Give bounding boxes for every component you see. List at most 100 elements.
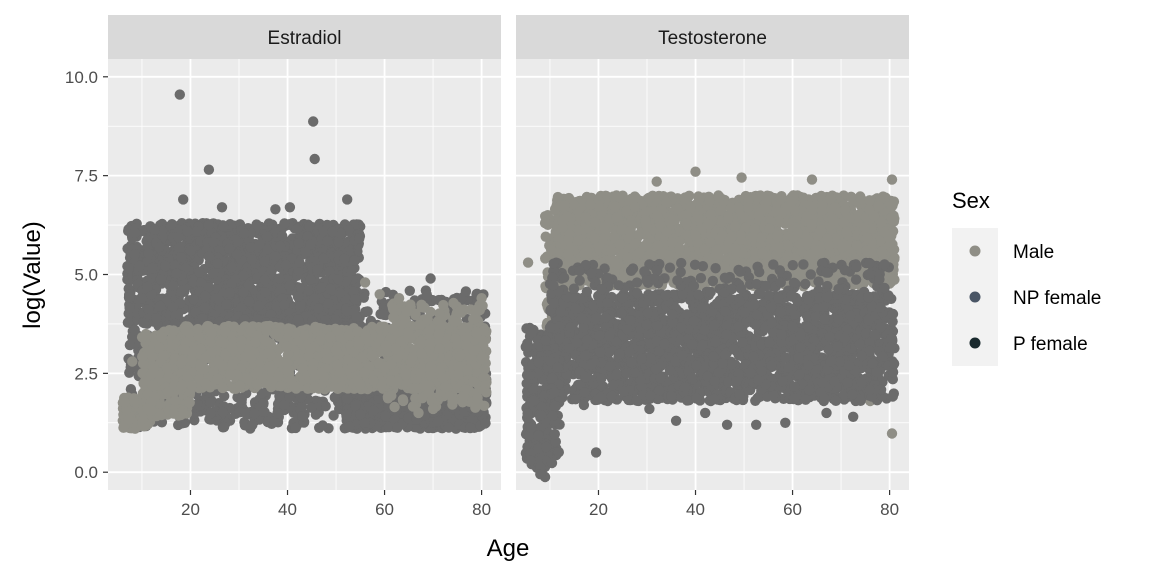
data-point [161,362,173,373]
data-point [143,304,154,315]
data-point [292,314,304,325]
strip-label-estradiol: Estradiol [268,28,342,49]
data-point [224,287,235,298]
data-point [460,286,472,297]
data-point [203,219,214,230]
data-point [136,332,148,343]
data-point [226,359,238,370]
data-point [304,221,315,232]
data-point [171,268,182,279]
data-point [293,237,304,249]
data-point [294,257,305,268]
data-point [259,256,270,267]
data-point [191,226,202,237]
data-point [139,317,150,329]
data-point [292,291,304,302]
data-point [312,264,323,275]
data-point [432,416,444,427]
data-point [307,364,318,376]
data-point-outlier [174,89,185,100]
data-point [147,262,158,274]
data-point [343,329,355,341]
data-point [274,240,286,252]
data-point [236,394,247,405]
data-point [349,255,360,266]
data-point [349,294,361,305]
data-point [270,328,281,339]
data-point [239,228,250,239]
data-point [224,243,235,254]
data-point [218,221,229,232]
data-point [180,325,192,336]
data-point-outlier [342,194,353,205]
data-point [129,227,141,238]
data-point [123,414,134,425]
data-point [177,355,188,366]
data-point [247,419,258,431]
data-point [305,343,316,355]
data-point [318,253,329,264]
data-point [184,397,195,408]
data-point [273,371,284,382]
panel-estradiol: Estradiol [108,15,501,490]
data-point [246,353,257,364]
data-point [404,285,415,296]
data-point [465,422,476,434]
data-point [155,274,167,285]
data-point [316,282,327,293]
data-point [274,273,285,284]
data-point [154,342,165,353]
data-point [142,281,153,293]
data-point [212,258,223,269]
data-point-outlier [270,204,281,215]
data-point [182,226,193,237]
data-point [277,230,288,242]
data-point [129,249,140,260]
data-point [290,422,301,434]
data-point [238,287,249,298]
data-point [246,254,258,265]
data-point [128,394,139,405]
data-point-outlier [203,164,215,175]
data-point [309,381,321,393]
data-point [392,422,403,433]
data-point [272,408,283,419]
data-point [200,353,211,364]
data-point [297,410,308,422]
data-point [217,360,228,371]
data-point [284,392,295,403]
data-points [117,89,492,434]
data-point [332,359,343,371]
data-point-outlier [425,273,436,284]
data-point [199,302,211,313]
data-point [259,274,271,286]
data-point [341,306,353,317]
data-point [208,268,219,279]
data-point [421,289,432,300]
data-point [281,341,292,352]
data-point [316,367,327,378]
data-point [143,248,154,259]
data-point [168,325,179,336]
data-point-outlier [136,293,148,304]
data-point [221,299,232,310]
data-point [205,397,216,408]
data-point [355,409,366,420]
data-point [218,421,230,433]
data-point [281,358,293,369]
data-point [380,410,391,422]
data-point [284,280,295,291]
data-point [173,242,185,253]
data-point [200,290,211,302]
data-point [217,406,229,418]
data-point [203,251,215,262]
data-point [137,351,148,362]
data-point [341,409,352,420]
data-point [168,280,179,291]
data-point [296,401,308,412]
data-point [310,321,321,333]
data-point [149,224,160,235]
data-point [332,274,344,285]
data-point [258,406,269,417]
